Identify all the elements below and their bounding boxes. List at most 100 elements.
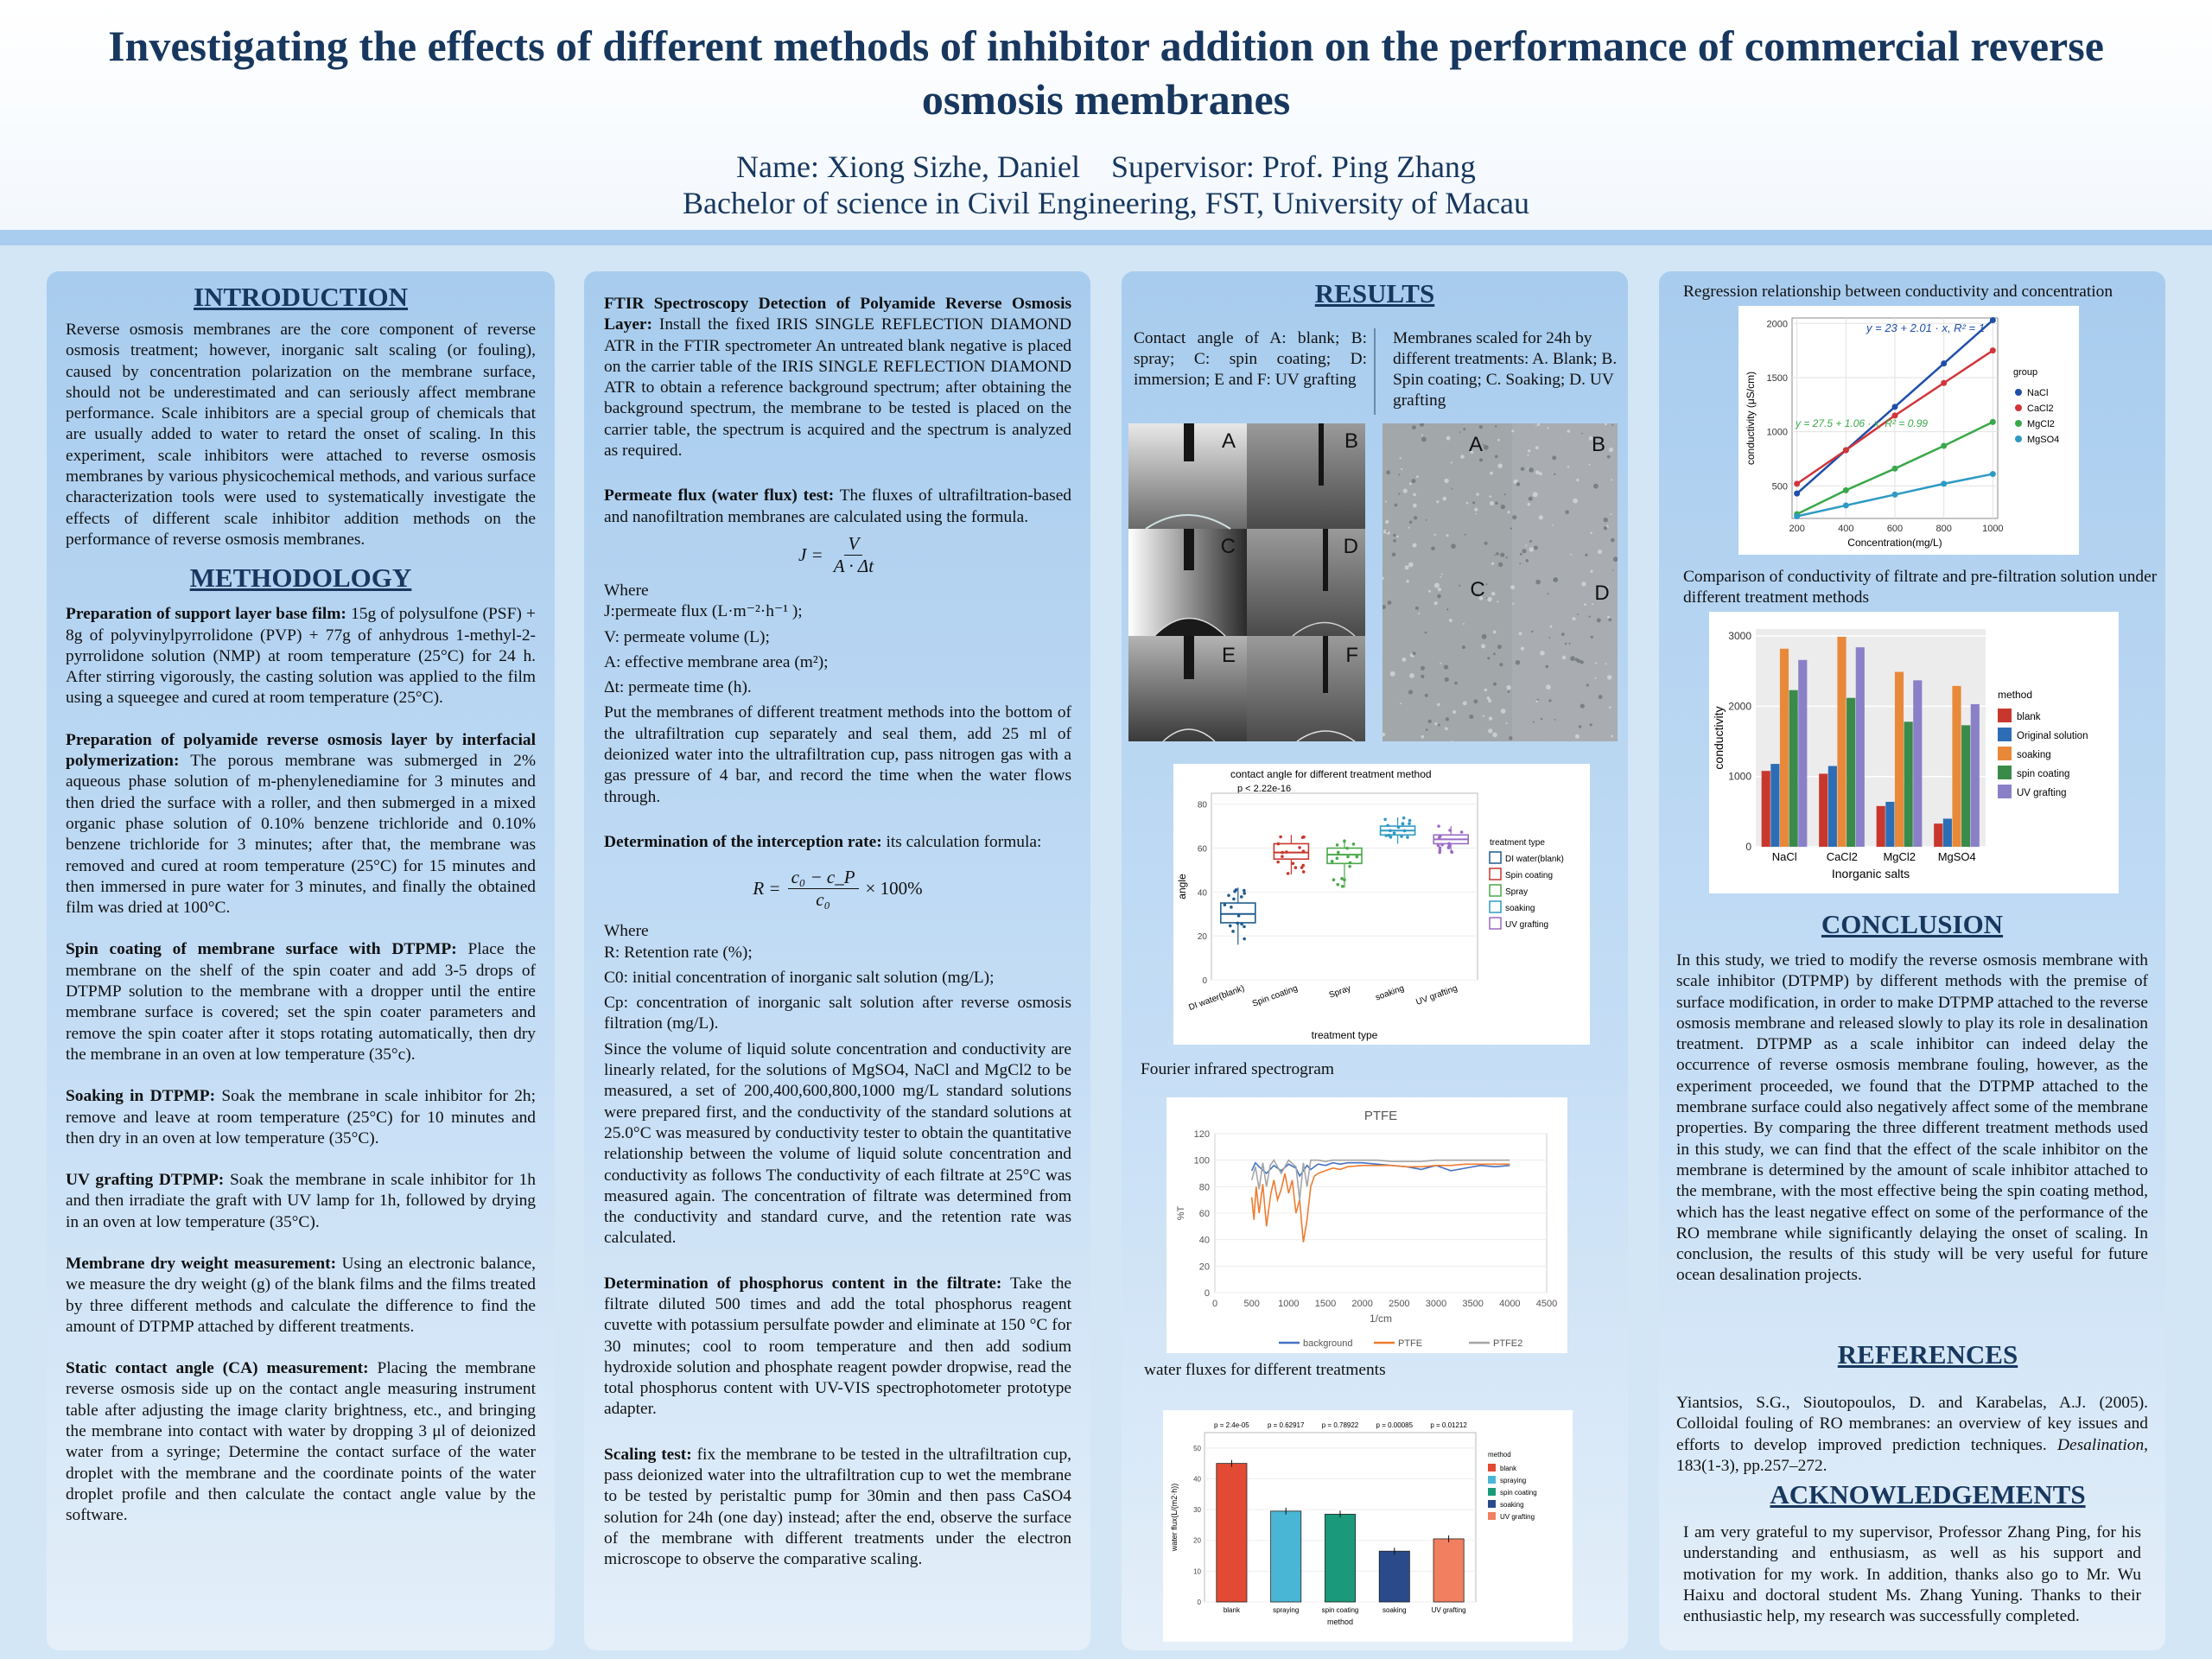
p-value-label: p = 0.62917 bbox=[1268, 1421, 1305, 1429]
sem-crystal bbox=[1475, 512, 1477, 515]
jitter-point bbox=[1276, 860, 1280, 864]
sem-crystal bbox=[1529, 539, 1532, 543]
sem-crystal bbox=[1546, 684, 1551, 690]
sem-crystal bbox=[1520, 646, 1525, 651]
sem-crystal bbox=[1603, 525, 1608, 531]
p-value-label: p = 0.78922 bbox=[1322, 1421, 1359, 1429]
sem-crystal bbox=[1604, 423, 1607, 426]
sem-crystal bbox=[1589, 723, 1592, 727]
jitter-point bbox=[1384, 834, 1389, 837]
sem-crystal bbox=[1500, 709, 1506, 714]
column-results: RESULTS Contact angle of A: blank; B: sp… bbox=[1122, 271, 1628, 1650]
sem-crystal bbox=[1520, 467, 1525, 472]
sem-crystal bbox=[1540, 651, 1545, 656]
sem-crystal bbox=[1451, 543, 1456, 549]
sem-crystal bbox=[1441, 573, 1443, 575]
photo-b bbox=[1247, 423, 1365, 529]
sem-crystal bbox=[1484, 688, 1488, 692]
sem-crystal bbox=[1438, 723, 1440, 727]
sem-crystal bbox=[1572, 617, 1576, 621]
jitter-point bbox=[1223, 903, 1227, 906]
sem-crystal bbox=[1418, 613, 1421, 615]
y-tick-label: 1000 bbox=[1728, 771, 1751, 783]
legend-swatch bbox=[1489, 884, 1502, 897]
sem-crystal bbox=[1500, 552, 1505, 557]
contact-angle-photo-grid: A B C D E F bbox=[1128, 423, 1365, 742]
y-tick-label: 1500 bbox=[1767, 373, 1788, 384]
flux-formula-denominator: A · Δt bbox=[833, 555, 874, 576]
jitter-point bbox=[1281, 855, 1284, 859]
method-item-label: UV grafting DTPMP: bbox=[66, 1171, 225, 1190]
legend-title: treatment type bbox=[1490, 838, 1545, 848]
legend-label: soaking bbox=[1505, 904, 1535, 913]
legend-swatch bbox=[2015, 435, 2022, 442]
sem-crystal bbox=[1413, 493, 1416, 497]
sem-crystal bbox=[1446, 435, 1451, 441]
flux-procedure: Put the membranes of different treatment… bbox=[604, 703, 1071, 806]
y-tick-label: 60 bbox=[1199, 1209, 1210, 1219]
jitter-point bbox=[1447, 842, 1451, 846]
jitter-point bbox=[1438, 846, 1442, 850]
sem-crystal bbox=[1584, 603, 1586, 606]
jitter-point bbox=[1281, 850, 1285, 855]
sem-crystal bbox=[1484, 541, 1488, 545]
sem-crystal bbox=[1490, 501, 1494, 505]
flux-method-label: Permeate flux (water flux) test: bbox=[604, 486, 835, 505]
sem-crystal bbox=[1488, 716, 1493, 721]
sem-crystal bbox=[1511, 429, 1515, 433]
method-item-text: 15g of polysulfone (PSF) + 8g of polyvin… bbox=[66, 605, 536, 708]
sem-crystal bbox=[1529, 547, 1534, 552]
data-point bbox=[1794, 490, 1801, 497]
bar bbox=[1952, 685, 1961, 847]
jitter-point bbox=[1228, 924, 1232, 928]
jitter-point bbox=[1335, 856, 1339, 861]
bar bbox=[1216, 1463, 1248, 1603]
rejection-formula-numerator: c₀ − c_P bbox=[787, 867, 859, 890]
sem-crystal bbox=[1505, 556, 1508, 559]
sem-crystal bbox=[1612, 556, 1618, 563]
sem-crystal bbox=[1406, 580, 1409, 583]
jitter-point bbox=[1294, 866, 1298, 869]
x-tick-label: 2500 bbox=[1389, 1299, 1409, 1309]
sem-crystal bbox=[1609, 706, 1611, 709]
methodology-list: Preparation of support layer base film: … bbox=[66, 604, 536, 1526]
sem-crystal bbox=[1412, 543, 1417, 548]
sem-crystal bbox=[1493, 652, 1496, 656]
sem-crystal bbox=[1527, 502, 1531, 506]
legend-swatch bbox=[1489, 851, 1502, 864]
definition-line: C0: initial concentration of inorganic s… bbox=[604, 968, 995, 987]
sem-crystal bbox=[1547, 593, 1549, 595]
sem-crystal bbox=[1495, 425, 1497, 428]
sem-crystal bbox=[1461, 645, 1465, 649]
sem-crystal bbox=[1393, 533, 1396, 537]
bar bbox=[1770, 764, 1780, 847]
conclusion-text: In this study, we tried to modify the re… bbox=[1676, 951, 2148, 1285]
sem-crystal bbox=[1492, 732, 1497, 738]
sem-crystal bbox=[1494, 554, 1496, 556]
sem-crystal bbox=[1594, 677, 1597, 679]
x-tick-label: CaCl2 bbox=[1827, 850, 1858, 863]
jitter-point bbox=[1240, 922, 1243, 926]
jitter-point bbox=[1446, 846, 1451, 849]
x-tick-label: DI water(blank) bbox=[1187, 983, 1245, 1013]
jitter-point bbox=[1343, 878, 1346, 882]
sem-crystal bbox=[1499, 663, 1503, 667]
caption-divider bbox=[1374, 328, 1376, 415]
x-tick-label: 2000 bbox=[1351, 1299, 1372, 1309]
sem-crystal bbox=[1437, 594, 1441, 599]
x-tick-label: soaking bbox=[1374, 983, 1405, 1002]
jitter-point bbox=[1332, 878, 1336, 881]
flux-formula: J = V A · Δt bbox=[604, 533, 1071, 577]
method-item-label: Static contact angle (CA) measurement: bbox=[66, 1359, 369, 1378]
data-point bbox=[1891, 491, 1898, 498]
legend-swatch bbox=[1489, 917, 1502, 930]
legend-label: PTFE bbox=[1398, 1338, 1422, 1349]
data-point bbox=[1842, 502, 1849, 509]
sem-crystal bbox=[1396, 535, 1399, 538]
sem-crystal bbox=[1482, 715, 1484, 717]
sem-crystal bbox=[1408, 526, 1410, 529]
reference-text: Yiantsios, S.G., Sioutopoulos, D. and Ka… bbox=[1676, 1394, 2148, 1454]
sem-label-d: D bbox=[1594, 582, 1609, 605]
ftir-caption: Fourier infrared spectrogram bbox=[1141, 1060, 1334, 1078]
method-item: Static contact angle (CA) measurement: P… bbox=[66, 1358, 536, 1526]
